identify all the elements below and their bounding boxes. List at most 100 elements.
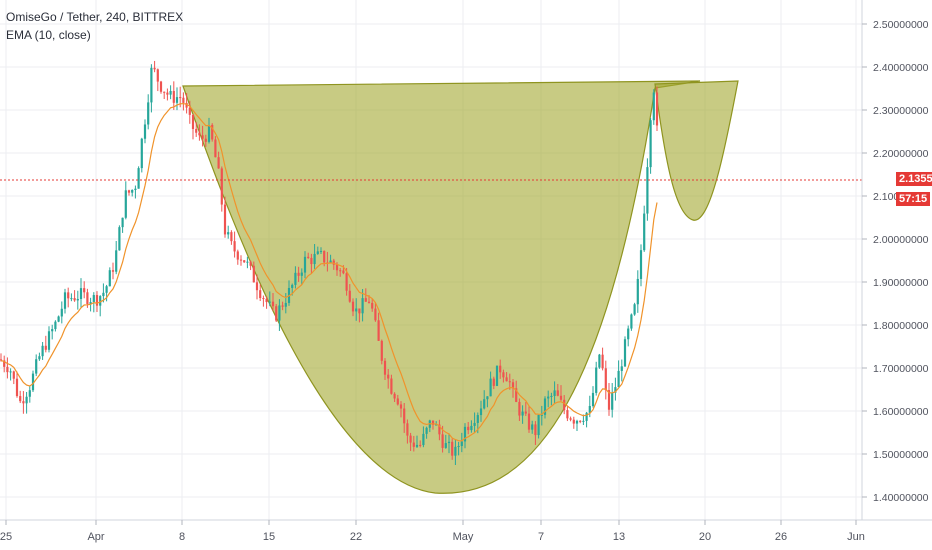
candle-body: [518, 401, 521, 416]
candle-body: [374, 308, 377, 321]
candle-body: [537, 414, 540, 436]
candle-body: [479, 408, 483, 416]
candle-body: [425, 427, 428, 434]
candle-body: [0, 359, 3, 361]
candle-body: [6, 366, 9, 373]
candle-body: [627, 328, 630, 340]
candle-body: [419, 444, 422, 446]
candle-body: [655, 92, 659, 126]
candle-body: [383, 360, 387, 375]
cup-shape[interactable]: [182, 80, 701, 494]
candle-body: [390, 378, 393, 394]
indicator-title: EMA (10, close): [6, 28, 91, 42]
time-tick-label: 25: [0, 531, 12, 543]
candle-body: [262, 298, 265, 300]
candle-body: [310, 257, 313, 265]
candle-body: [89, 302, 92, 305]
candle-body: [185, 102, 188, 108]
candle-body: [492, 378, 495, 386]
candle-body: [355, 308, 358, 312]
candle-body: [127, 190, 131, 193]
last-price-badge: 2.13556761: [896, 172, 932, 186]
time-tick-label: 22: [350, 531, 362, 543]
candle-body: [67, 292, 70, 299]
candle-body: [179, 97, 182, 99]
candle-body: [278, 305, 281, 321]
candle-body: [60, 308, 63, 317]
candle-body: [291, 284, 294, 288]
price-axis[interactable]: 2.50000000 2.40000000 2.30000000 2.20000000…: [862, 19, 929, 504]
candle-body: [147, 102, 150, 125]
candle-body: [489, 378, 492, 397]
countdown-badge: 57:15: [896, 192, 931, 206]
candle-body: [51, 329, 54, 332]
candle-body: [636, 278, 639, 305]
candle-body: [559, 395, 563, 400]
candle-body: [70, 298, 73, 300]
candle-body: [3, 360, 6, 367]
candle-body: [611, 392, 614, 410]
candle-body: [217, 157, 220, 169]
cup-and-handle-pattern[interactable]: [182, 80, 739, 494]
price-tick-label: 2.00000000: [873, 234, 929, 246]
candle-body: [163, 91, 166, 93]
candle-body: [406, 423, 409, 436]
candle-body: [300, 272, 303, 276]
candle-body: [563, 399, 566, 411]
candle-body: [572, 419, 575, 424]
candle-body: [265, 298, 268, 303]
time-tick-label: 20: [699, 531, 711, 543]
candle-body: [47, 331, 51, 350]
candle-body: [495, 365, 499, 386]
candle-body: [204, 138, 207, 142]
handle-shape[interactable]: [654, 80, 739, 221]
candle-body: [284, 302, 287, 307]
candle-body: [95, 295, 99, 306]
candle-body: [243, 260, 246, 263]
candle-body: [556, 390, 559, 396]
candle-body: [214, 139, 217, 158]
candle-body: [361, 298, 364, 314]
candle-body: [182, 97, 185, 103]
candle-body: [601, 354, 604, 369]
time-tick-label: Jun: [847, 531, 865, 543]
candle-body: [623, 339, 627, 367]
candle-body: [399, 404, 403, 409]
candle-body: [345, 273, 348, 291]
candle-body: [508, 381, 511, 383]
candle-body: [111, 270, 115, 272]
candle-body: [207, 124, 211, 142]
candle-body: [579, 420, 582, 422]
candle-body: [451, 441, 454, 456]
candle-body: [649, 120, 652, 168]
candle-body: [575, 420, 579, 424]
candle-body: [108, 270, 111, 287]
candle-body: [550, 395, 553, 397]
candle-body: [540, 414, 543, 416]
price-tick-label: 1.60000000: [873, 406, 929, 418]
candle-body: [329, 260, 332, 263]
candle-body: [92, 295, 95, 303]
candle-body: [105, 286, 108, 293]
candle-body: [335, 264, 339, 271]
candle-body: [19, 396, 22, 402]
candle-body: [233, 241, 236, 252]
candle-body: [566, 410, 569, 419]
candle-body: [41, 345, 44, 357]
candle-body: [131, 189, 134, 193]
candle-body: [28, 390, 31, 397]
candle-body: [483, 399, 486, 409]
candle-body: [524, 411, 527, 414]
candle-body: [515, 388, 518, 402]
candle-body: [591, 392, 595, 406]
time-axis[interactable]: 25 Apr 8 15 22 May 7 13 20 26 Jun: [0, 520, 865, 543]
candle-body: [633, 304, 636, 315]
candle-body: [271, 301, 275, 307]
candle-body: [409, 435, 412, 443]
candle-body: [115, 250, 118, 272]
price-tick-label: 1.70000000: [873, 363, 929, 375]
candle-body: [268, 301, 271, 303]
candle-body: [99, 296, 102, 306]
candle-body: [57, 316, 60, 322]
